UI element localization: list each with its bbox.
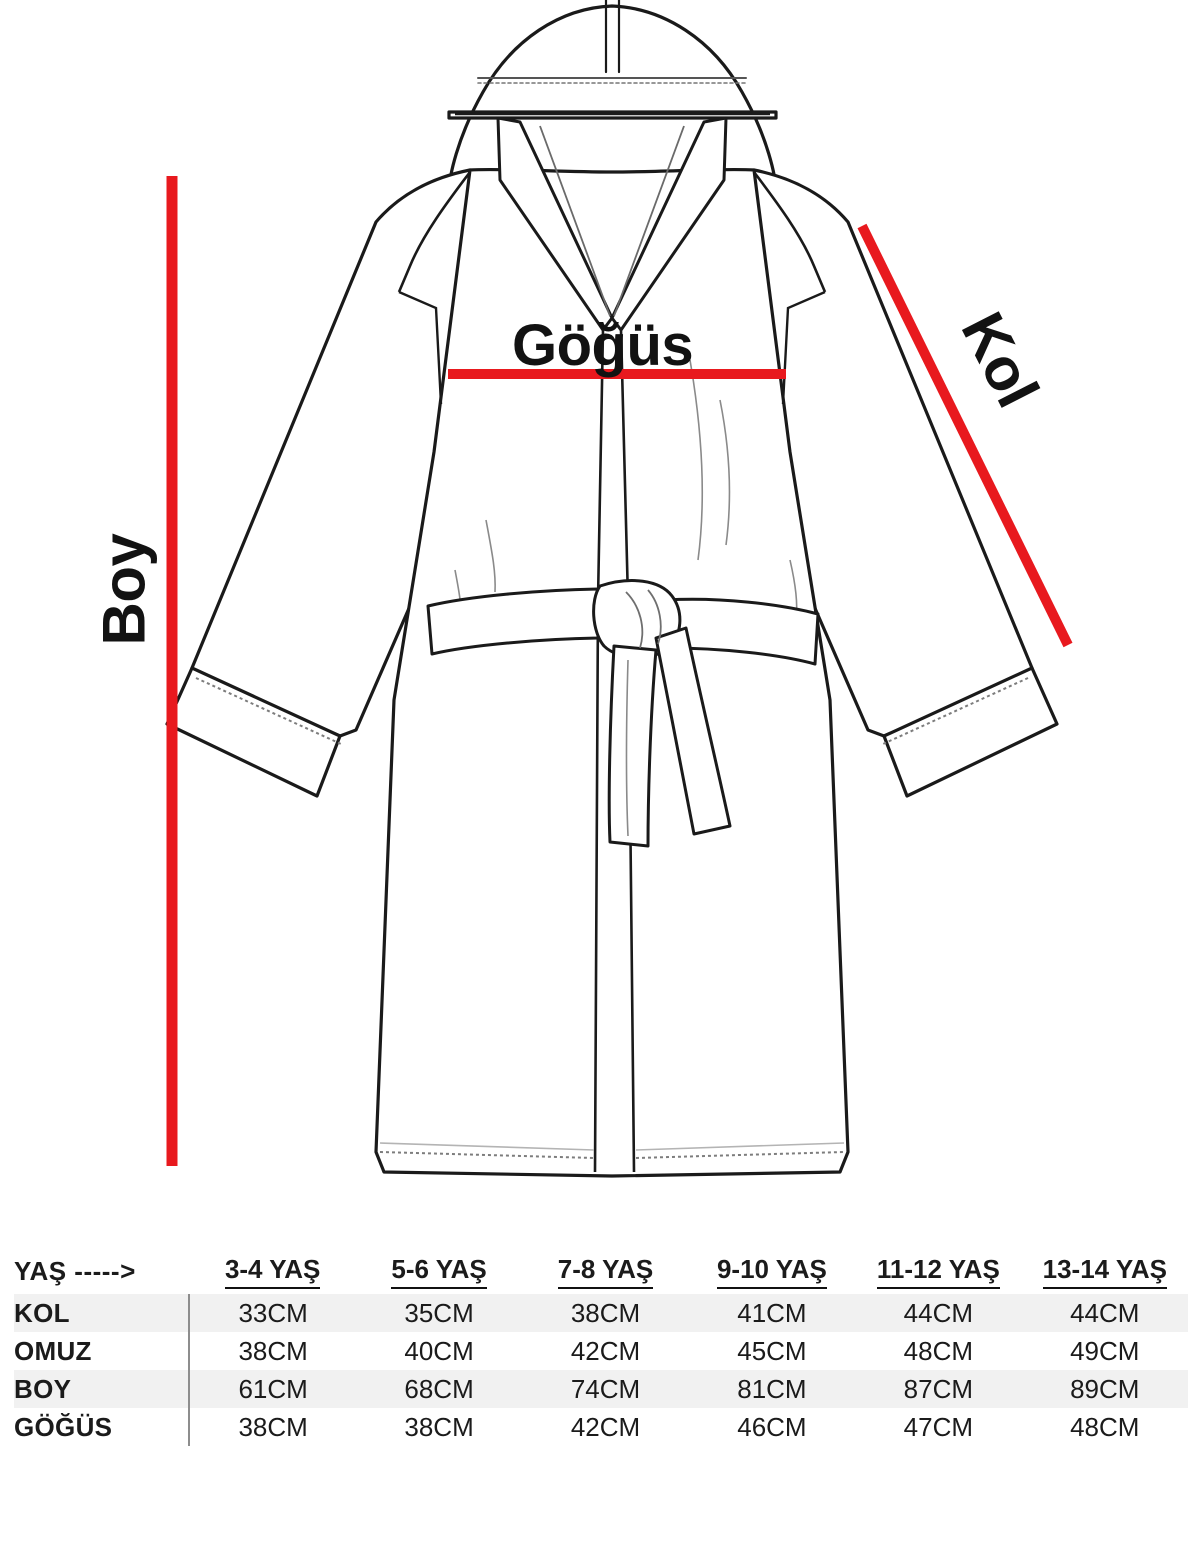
header-col-1: 5-6 YAŞ [356, 1248, 522, 1294]
table-row: OMUZ 38CM 40CM 42CM 45CM 48CM 49CM [14, 1332, 1188, 1370]
header-col-0: 3-4 YAŞ [189, 1248, 355, 1294]
hem-guide-left [379, 1142, 595, 1151]
row-label-omuz: OMUZ [14, 1332, 191, 1370]
cell-kol-0: 33CM [238, 1297, 308, 1328]
size-chart: YAŞ -----> 3-4 YAŞ 5-6 YAŞ 7-8 YAŞ 9-10 … [0, 1248, 1200, 1446]
left-cuff-stitch [195, 677, 342, 745]
measurement-label-boy: Boy [90, 533, 158, 646]
cell-kol-5: 44CM [1070, 1297, 1140, 1328]
belt-knot-fold-1 [625, 591, 644, 649]
table-row: KOL 33CM 35CM 38CM 41CM 44CM 44CM [14, 1294, 1188, 1332]
row-label-gogus: GÖĞÜS [14, 1408, 191, 1446]
cell-boy-2: 74CM [570, 1373, 641, 1404]
bathrobe-technical-drawing-svg [165, 0, 1073, 1178]
left-armhole-seam [398, 290, 443, 405]
cell-boy-1: 68CM [404, 1373, 474, 1404]
cell-omuz-1: 40CM [404, 1335, 474, 1366]
cell-omuz-5: 49CM [1070, 1335, 1140, 1366]
robe-body-group [165, 167, 1059, 1178]
cell-gogus-5: 48CM [1070, 1411, 1140, 1442]
belt-tail-right [654, 626, 732, 836]
header-col-2-text: 7-8 YAŞ [557, 1254, 654, 1289]
collar-left-lapel [496, 116, 614, 332]
left-sleeve [190, 168, 472, 738]
table-header-row: YAŞ -----> 3-4 YAŞ 5-6 YAŞ 7-8 YAŞ 9-10 … [14, 1248, 1188, 1294]
size-chart-table: YAŞ -----> 3-4 YAŞ 5-6 YAŞ 7-8 YAŞ 9-10 … [14, 1248, 1189, 1446]
header-col-0-text: 3-4 YAŞ [224, 1254, 321, 1289]
cell-boy-4: 87CM [903, 1373, 974, 1404]
belt-knot-fold-2 [647, 589, 662, 645]
belt-tail-crease [625, 659, 629, 837]
header-col-1-text: 5-6 YAŞ [391, 1254, 487, 1289]
collar-right-lapel [610, 116, 728, 332]
cell-kol-3: 41CM [737, 1297, 807, 1328]
cell-boy-0: 61CM [238, 1373, 308, 1404]
right-cuff [882, 666, 1059, 798]
cell-kol-1: 35CM [404, 1297, 474, 1328]
cell-omuz-2: 42CM [570, 1335, 641, 1366]
cell-kol-4: 44CM [903, 1297, 974, 1328]
size-chart-body: KOL 33CM 35CM 38CM 41CM 44CM 44CM OMUZ 3… [14, 1294, 1188, 1446]
cell-kol-2: 38CM [570, 1297, 641, 1328]
right-shoulder-seam [752, 171, 827, 293]
table-row: GÖĞÜS 38CM 38CM 42CM 46CM 47CM 48CM [14, 1408, 1188, 1446]
row-label-kol: KOL [14, 1294, 191, 1332]
cell-gogus-4: 47CM [903, 1411, 974, 1442]
collar-left-inner-fold [539, 125, 611, 317]
cell-boy-5: 89CM [1070, 1373, 1140, 1404]
measurement-label-gogus: Göğüs [512, 313, 694, 378]
cell-omuz-0: 38CM [238, 1335, 308, 1366]
left-shoulder-seam [397, 171, 472, 293]
table-row: BOY 61CM 68CM 74CM 81CM 87CM 89CM [14, 1370, 1188, 1408]
header-col-5: 13-14 YAŞ [1022, 1248, 1188, 1294]
header-col-4-text: 11-12 YAŞ [876, 1254, 1000, 1289]
belt-right-band [664, 597, 820, 666]
cell-gogus-1: 38CM [404, 1411, 474, 1442]
row-label-boy: BOY [14, 1370, 191, 1408]
cell-gogus-0: 38CM [238, 1411, 308, 1442]
cell-omuz-3: 45CM [737, 1335, 807, 1366]
right-cuff-stitch [882, 677, 1029, 745]
header-age-corner: YAŞ -----> [14, 1255, 136, 1286]
bathrobe-illustration: Boy Göğüs Kol [90, 0, 1073, 1178]
cell-omuz-4: 48CM [903, 1335, 974, 1366]
header-col-2: 7-8 YAŞ [522, 1248, 688, 1294]
collar-group [496, 116, 728, 332]
cell-gogus-2: 42CM [570, 1411, 641, 1442]
collar-right-inner-fold [613, 125, 685, 317]
header-col-3-text: 9-10 YAŞ [716, 1254, 827, 1289]
size-chart-header: YAŞ -----> 3-4 YAŞ 5-6 YAŞ 7-8 YAŞ 9-10 … [14, 1248, 1188, 1294]
hem-guide-right [635, 1142, 845, 1151]
cell-boy-3: 81CM [737, 1373, 807, 1404]
hem-stitch-right [635, 1151, 845, 1159]
belt-tail-left [607, 644, 658, 848]
header-col-4: 11-12 YAŞ [855, 1248, 1021, 1294]
header-col-5-text: 13-14 YAŞ [1042, 1254, 1167, 1289]
cell-gogus-3: 46CM [737, 1411, 807, 1442]
belt-group [426, 579, 820, 848]
right-sleeve [752, 168, 1034, 738]
header-col-3: 9-10 YAŞ [689, 1248, 855, 1294]
kol-measure-line [857, 223, 1073, 648]
